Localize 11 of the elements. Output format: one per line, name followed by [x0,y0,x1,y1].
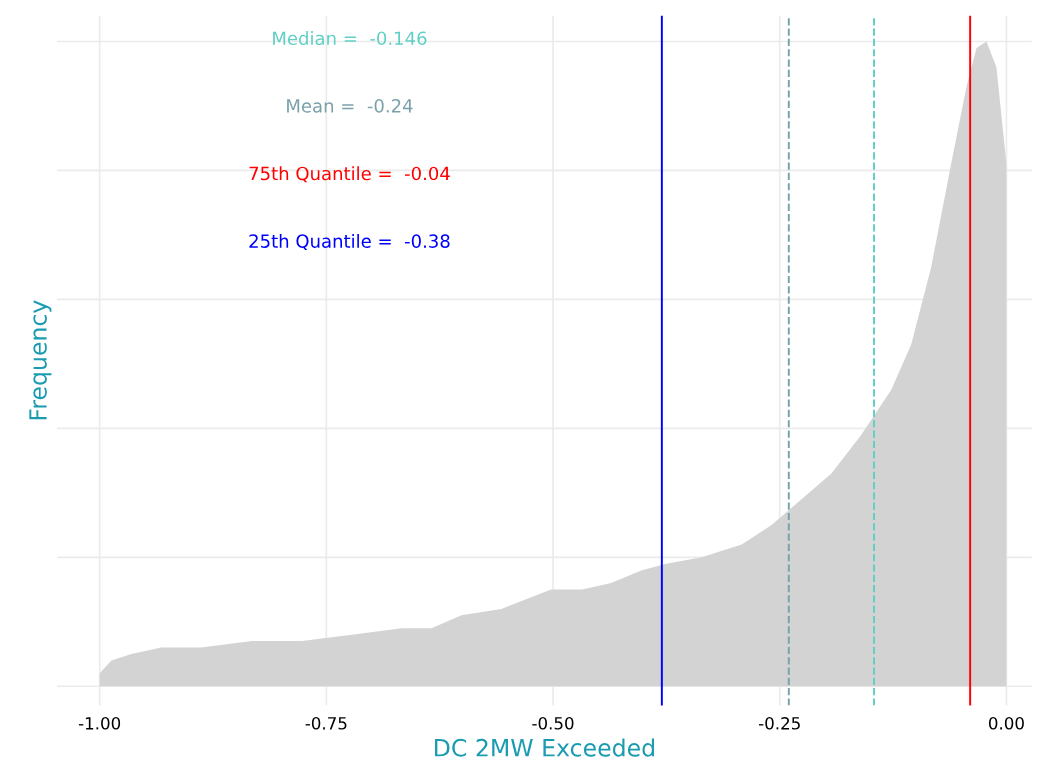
x-tick-label: -1.00 [78,717,121,730]
y-axis-title: Frequency [29,300,52,420]
ref-line-label: 75th Quantile = -0.04 [249,166,450,183]
ref-line-label: Mean = -0.24 [287,99,413,113]
x-tick-label: -0.75 [305,717,347,730]
x-axis-title: DC 2MW Exceeded [435,738,654,757]
x-tick-label: -0.25 [758,717,800,730]
x-tick-label: 0.00 [988,717,1024,730]
x-tick-label: -0.50 [532,717,574,730]
ref-line-label: 25th Quantile = -0.38 [249,233,450,250]
ref-line-label: Median = -0.146 [273,31,427,46]
